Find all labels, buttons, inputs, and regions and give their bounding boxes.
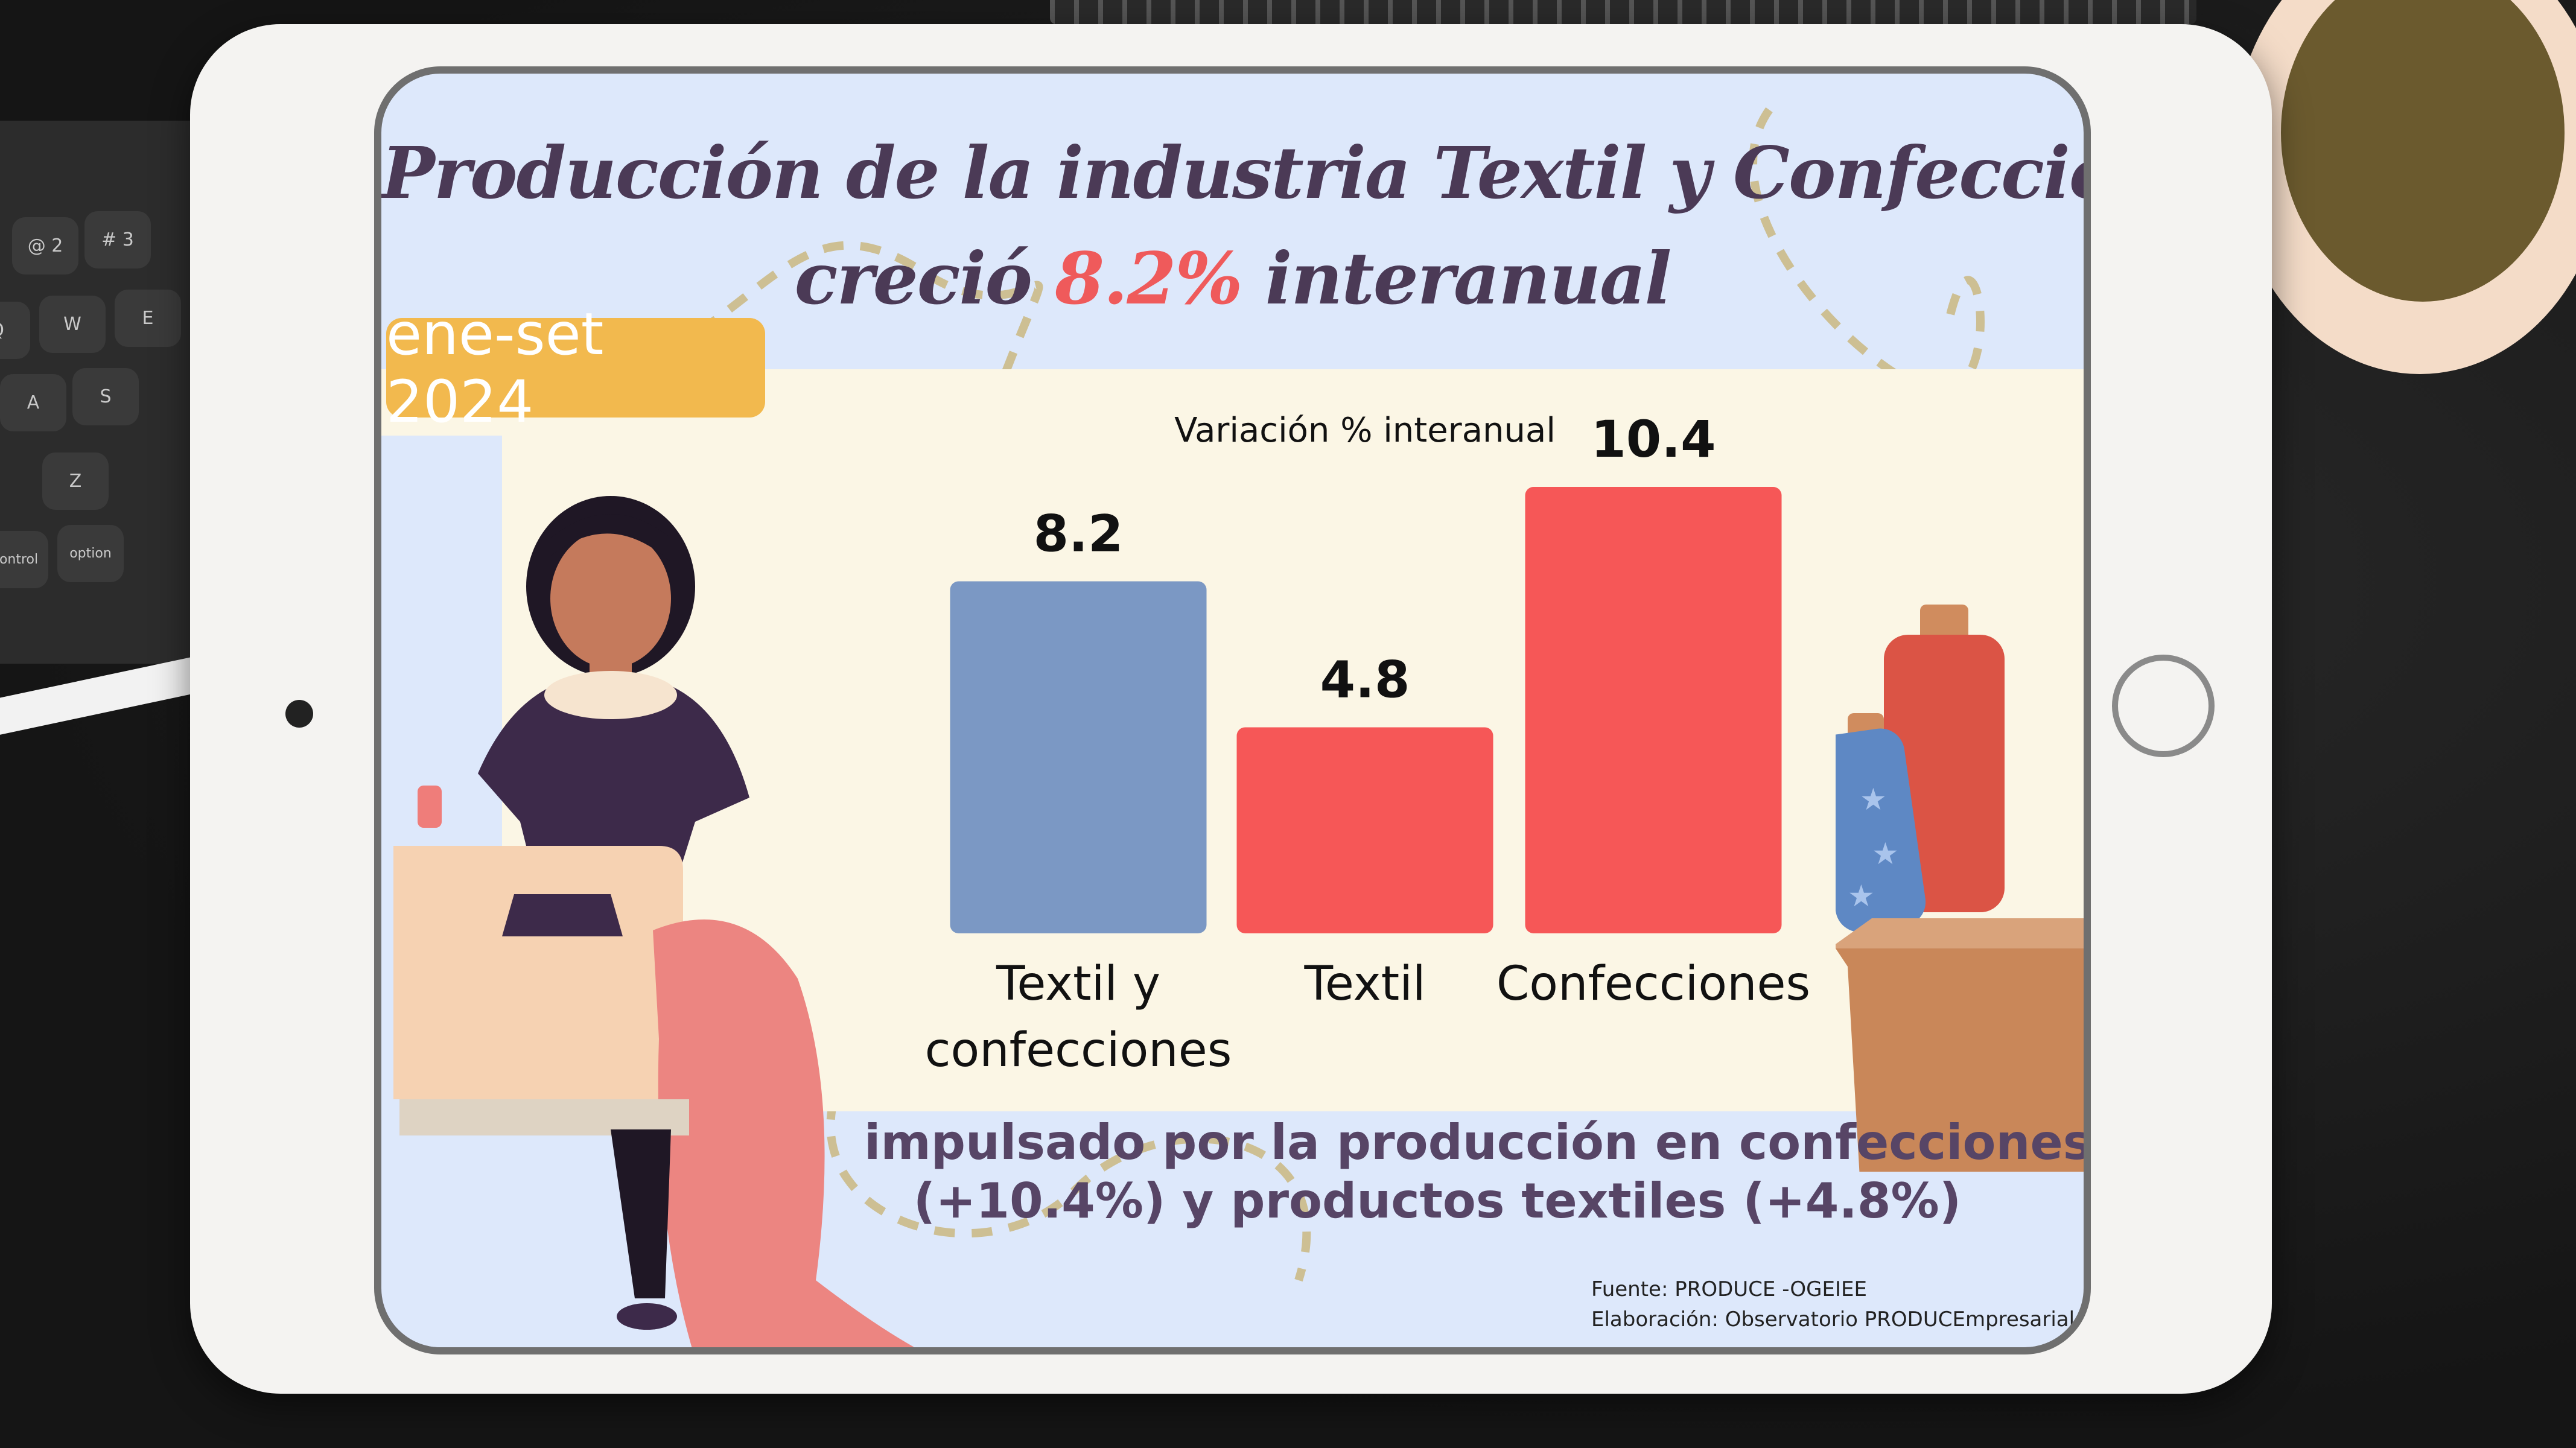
title-text: interanual xyxy=(1241,237,1672,320)
bar-value-label: 8.2 xyxy=(1034,504,1124,564)
cardboard-box xyxy=(1836,948,2084,1172)
keyboard-key: @ 2 xyxy=(12,217,78,275)
hair-fringe xyxy=(550,514,671,562)
keyboard-key: option xyxy=(57,525,124,582)
source-note: Fuente: PRODUCE -OGEIEE xyxy=(1591,1277,1868,1301)
keyboard-key: E xyxy=(115,290,181,347)
star-icon: ★ xyxy=(1872,836,1899,871)
box-flap xyxy=(1836,918,2084,948)
cactus-soil xyxy=(2281,0,2565,302)
machine-head xyxy=(502,894,623,936)
category-label: confecciones xyxy=(925,1023,1232,1078)
bar-chart: Variación % interanual 8.2 Textil y confecc… xyxy=(925,410,1811,1078)
shoe xyxy=(617,1303,677,1330)
keyboard-key: A xyxy=(0,374,66,431)
keyboard-key: # 3 xyxy=(84,211,151,268)
keyboard-key: W xyxy=(39,296,106,353)
title-line-2: creció 8.2% interanual xyxy=(381,237,2084,320)
subtitle-line-1: impulsado por la producción en confeccio… xyxy=(864,1114,2091,1170)
keyboard-key: S xyxy=(72,368,139,425)
bar xyxy=(1236,727,1493,933)
bar-value-label: 10.4 xyxy=(1591,410,1716,469)
bar xyxy=(950,581,1207,933)
infographic-screen: ★ ★ ★ Producción de la industria Textil … xyxy=(374,66,2091,1354)
keyboard: @ 2 # 3 Q W E A S Z control option xyxy=(0,121,217,664)
fabric-rolls-illustration: ★ ★ ★ xyxy=(1836,605,2084,1172)
roll-core xyxy=(1920,605,1968,641)
machine-spool xyxy=(418,786,442,828)
title-highlight-value: 8.2% xyxy=(1055,237,1242,320)
dashed-curve xyxy=(632,241,1043,413)
face xyxy=(550,529,671,668)
credit-note: Elaboración: Observatorio PRODUCEmpresar… xyxy=(1591,1307,2075,1332)
keyboard-key: Z xyxy=(42,453,109,510)
keyboard-key: control xyxy=(0,531,48,588)
star-icon: ★ xyxy=(1860,782,1887,817)
category-label: Textil y xyxy=(996,957,1160,1011)
fabric-cloth xyxy=(653,919,915,1347)
blue-star-fabric-roll xyxy=(1836,728,1926,932)
home-button[interactable] xyxy=(2112,655,2215,757)
bar xyxy=(1525,487,1782,933)
subtitle-line-2: (+10.4%) y productos textiles (+4.8%) xyxy=(913,1173,1962,1229)
seamstress-illustration xyxy=(381,436,915,1347)
star-icon: ★ xyxy=(1848,878,1875,913)
title-text: creció xyxy=(794,237,1055,320)
collar xyxy=(544,671,677,719)
category-label: Confecciones xyxy=(1496,957,1810,1011)
chart-title: Variación % interanual xyxy=(1174,411,1556,450)
notebook-spiral xyxy=(1050,0,2196,24)
dashed-curve xyxy=(826,1098,1311,1282)
camera-icon xyxy=(285,700,313,728)
keyboard-key: Q xyxy=(0,302,30,359)
category-label: Textil xyxy=(1303,957,1425,1011)
period-badge: ene-set 2024 xyxy=(386,300,765,436)
bar-value-label: 4.8 xyxy=(1320,650,1410,709)
leg xyxy=(611,1129,671,1298)
title-line-1: Producción de la industria Textil y Conf… xyxy=(381,131,2091,215)
